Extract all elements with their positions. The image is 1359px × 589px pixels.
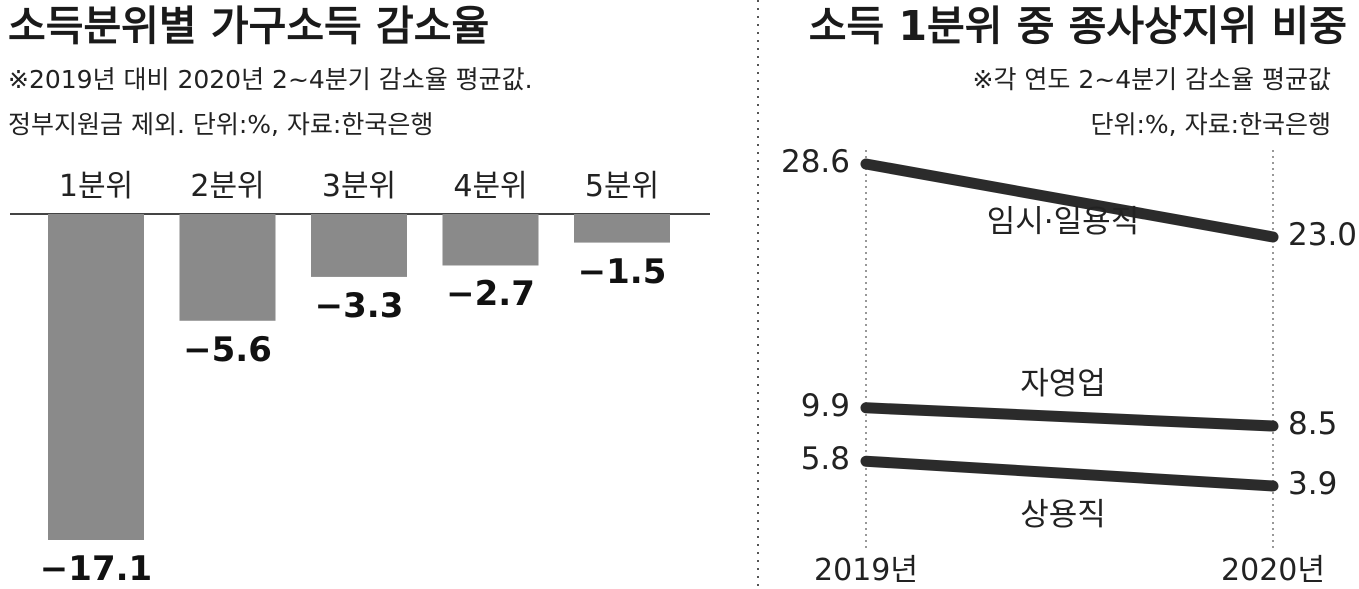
bar-value-label: −5.6 [183,329,272,370]
series-end-value: 3.9 [1288,466,1338,502]
bar-value-label: −2.7 [446,274,535,315]
series-line-1 [860,158,1279,243]
left-chart-title: 소득분위별 가구소득 감소율 [8,2,490,50]
bar-value-label: −17.1 [39,549,153,589]
right-chart-note-2: 단위:%, 자료:한국은행 [1090,110,1332,139]
bar-value-label: −1.5 [577,251,667,292]
bar-1 [48,214,144,540]
right-chart-title: 소득 1분위 중 종사상지위 비중 [808,2,1347,50]
series-name-label: 상용직 [1020,496,1106,533]
series-name-label: 임시·일용직 [986,203,1140,240]
category-label: 2분위 [190,169,265,204]
x-axis-label: 2020년 [1221,553,1325,588]
bar-value-label: −3.3 [314,285,404,326]
series-line-3 [860,455,1279,492]
category-label: 4분위 [453,169,528,204]
series-end-value: 8.5 [1288,406,1338,443]
left-chart-note-2: 정부지원금 제외. 단위:%, 자료:한국은행 [8,110,434,139]
bar-4 [442,214,539,266]
left-chart-note-1: ※2019년 대비 2020년 2~4분기 감소율 평균값. [8,65,533,94]
right-chart-note-1: ※각 연도 2~4분기 감소율 평균값 [972,65,1332,94]
bar-3 [311,214,407,277]
series-name-label: 자영업 [1020,365,1106,402]
series-start-value: 9.9 [800,387,850,424]
category-label: 1분위 [58,169,134,204]
series-start-value: 28.6 [780,144,850,180]
bar-2 [179,214,276,321]
series-end-value: 23.0 [1288,217,1358,253]
series-line-2 [860,402,1279,432]
category-label: 5분위 [584,169,660,204]
bar-5 [574,214,670,243]
x-axis-label: 2019년 [814,553,918,588]
series-start-value: 5.8 [800,441,850,478]
category-label: 3분위 [321,169,397,204]
